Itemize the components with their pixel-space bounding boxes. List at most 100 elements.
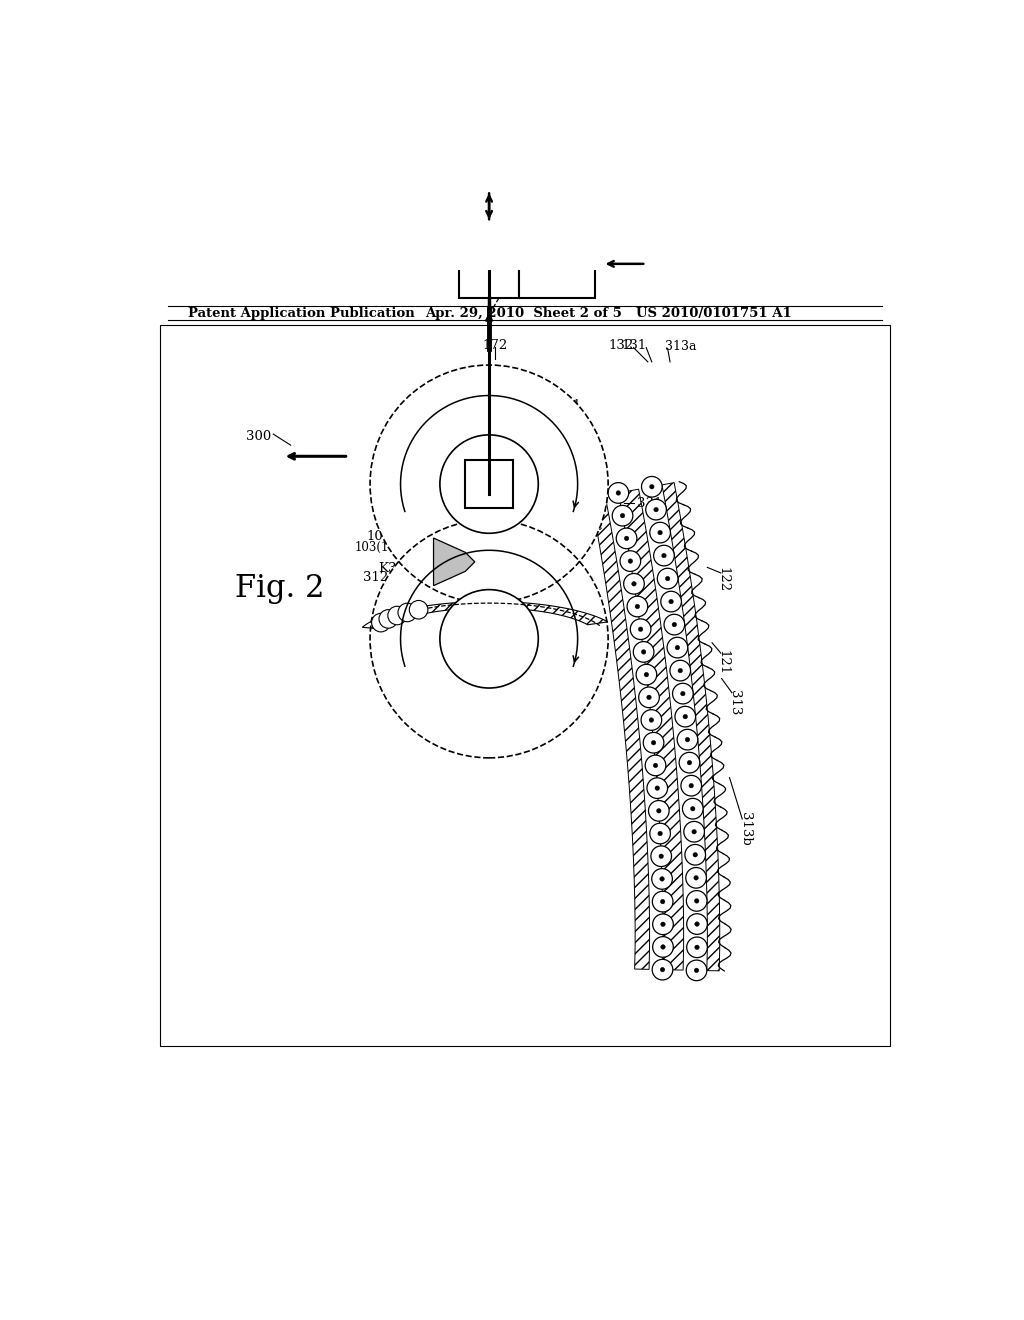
Circle shape — [646, 499, 667, 520]
Text: 102c: 102c — [506, 671, 539, 684]
Circle shape — [675, 645, 680, 649]
Circle shape — [681, 692, 685, 696]
Circle shape — [690, 807, 695, 810]
Circle shape — [398, 603, 417, 622]
FancyBboxPatch shape — [519, 230, 595, 297]
Circle shape — [616, 491, 621, 495]
Circle shape — [686, 867, 707, 888]
Circle shape — [656, 809, 662, 813]
Polygon shape — [433, 539, 475, 586]
Text: 132: 132 — [608, 339, 634, 351]
Circle shape — [687, 913, 708, 935]
Circle shape — [652, 913, 674, 935]
Text: 151: 151 — [557, 399, 582, 412]
Circle shape — [649, 718, 653, 722]
Circle shape — [650, 523, 671, 543]
Circle shape — [440, 434, 539, 533]
Circle shape — [647, 777, 668, 799]
Circle shape — [643, 733, 664, 752]
Text: 300: 300 — [246, 430, 270, 444]
Text: 122: 122 — [717, 566, 730, 591]
Circle shape — [612, 506, 633, 525]
Circle shape — [649, 484, 654, 488]
Text: 171: 171 — [409, 412, 434, 425]
Circle shape — [692, 829, 696, 834]
Text: 313: 313 — [728, 689, 740, 715]
Circle shape — [616, 528, 637, 549]
Circle shape — [632, 582, 636, 586]
Circle shape — [657, 832, 663, 836]
Polygon shape — [362, 602, 608, 630]
Circle shape — [694, 899, 699, 903]
Circle shape — [684, 821, 705, 842]
Text: Apr. 29, 2010  Sheet 2 of 5: Apr. 29, 2010 Sheet 2 of 5 — [426, 306, 623, 319]
Circle shape — [653, 763, 657, 768]
Circle shape — [641, 710, 662, 730]
Circle shape — [678, 668, 682, 673]
Circle shape — [631, 619, 651, 639]
Circle shape — [693, 853, 697, 857]
Circle shape — [370, 520, 608, 758]
Circle shape — [627, 597, 648, 616]
Circle shape — [672, 622, 677, 627]
Circle shape — [673, 684, 693, 704]
Circle shape — [694, 875, 698, 880]
Circle shape — [648, 800, 669, 821]
Circle shape — [624, 573, 644, 594]
Circle shape — [677, 730, 697, 750]
Circle shape — [660, 945, 666, 949]
Circle shape — [641, 649, 646, 655]
Circle shape — [651, 869, 673, 890]
Circle shape — [679, 752, 699, 774]
Polygon shape — [662, 483, 720, 972]
Circle shape — [685, 845, 706, 865]
Circle shape — [621, 550, 641, 572]
Polygon shape — [591, 495, 649, 969]
Circle shape — [388, 606, 407, 624]
Text: 106: 106 — [367, 529, 391, 543]
Circle shape — [645, 755, 666, 776]
Circle shape — [666, 577, 670, 581]
Circle shape — [641, 477, 663, 498]
Text: 313b: 313b — [739, 812, 752, 846]
Text: 172: 172 — [482, 339, 507, 351]
Circle shape — [644, 672, 648, 677]
Circle shape — [694, 921, 699, 927]
Circle shape — [647, 696, 651, 700]
Circle shape — [655, 785, 659, 791]
Circle shape — [685, 738, 690, 742]
Text: K3: K3 — [378, 562, 396, 574]
Circle shape — [628, 558, 633, 564]
Circle shape — [658, 854, 664, 858]
Circle shape — [652, 937, 674, 957]
Circle shape — [681, 775, 701, 796]
Circle shape — [652, 891, 673, 912]
Circle shape — [633, 642, 654, 663]
Circle shape — [636, 664, 656, 685]
Text: Patent Application Publication: Patent Application Publication — [187, 306, 415, 319]
Circle shape — [694, 945, 699, 949]
Circle shape — [440, 590, 539, 688]
Circle shape — [638, 627, 643, 631]
Circle shape — [660, 923, 666, 927]
Circle shape — [667, 638, 688, 657]
Circle shape — [670, 660, 690, 681]
Circle shape — [652, 960, 673, 979]
Circle shape — [651, 741, 655, 744]
Circle shape — [621, 513, 625, 517]
Circle shape — [653, 545, 674, 566]
Circle shape — [683, 714, 687, 719]
Circle shape — [653, 507, 658, 512]
Circle shape — [657, 531, 663, 535]
Circle shape — [657, 569, 678, 589]
Circle shape — [608, 483, 629, 503]
Circle shape — [635, 605, 640, 609]
Text: 131: 131 — [622, 339, 647, 351]
Text: 331: 331 — [637, 498, 663, 511]
Circle shape — [639, 686, 659, 708]
FancyBboxPatch shape — [460, 226, 519, 297]
Text: 313a: 313a — [666, 341, 696, 354]
Text: 312: 312 — [364, 572, 388, 585]
Text: US 2010/0101751 A1: US 2010/0101751 A1 — [636, 306, 792, 319]
Circle shape — [410, 601, 428, 619]
